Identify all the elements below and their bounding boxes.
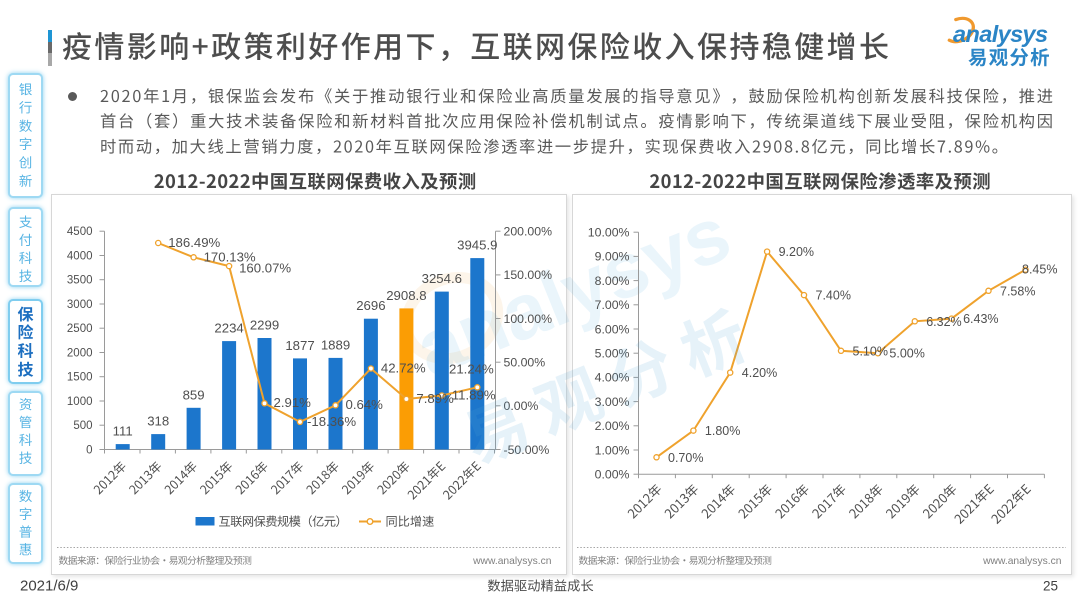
svg-text:3000: 3000 xyxy=(67,299,93,311)
svg-text:11.89%: 11.89% xyxy=(452,388,496,403)
svg-text:8.00%: 8.00% xyxy=(595,274,630,288)
svg-text:1.00%: 1.00% xyxy=(595,443,630,457)
svg-text:0.70%: 0.70% xyxy=(668,451,703,465)
svg-text:6.32%: 6.32% xyxy=(926,315,961,329)
svg-text:100.00%: 100.00% xyxy=(504,312,553,326)
svg-text:3.00%: 3.00% xyxy=(595,395,630,409)
svg-text:www.analysys.cn: www.analysys.cn xyxy=(472,556,552,567)
svg-text:1877: 1877 xyxy=(285,338,314,353)
svg-text:www.analysys.cn: www.analysys.cn xyxy=(982,556,1062,567)
svg-text:2000: 2000 xyxy=(67,348,93,360)
svg-text:4.20%: 4.20% xyxy=(742,366,777,380)
svg-text:318: 318 xyxy=(147,414,169,429)
svg-text:160.07%: 160.07% xyxy=(239,261,291,276)
svg-text:2234: 2234 xyxy=(214,321,243,336)
svg-text:3945.9: 3945.9 xyxy=(457,238,497,253)
svg-text:0: 0 xyxy=(86,445,92,457)
svg-text:0.00%: 0.00% xyxy=(504,399,539,413)
svg-text:500: 500 xyxy=(73,420,92,432)
svg-text:1889: 1889 xyxy=(321,337,350,352)
svg-text:0.64%: 0.64% xyxy=(346,397,384,412)
svg-text:150.00%: 150.00% xyxy=(504,268,553,282)
svg-text:200.00%: 200.00% xyxy=(504,225,553,239)
svg-text:7.00%: 7.00% xyxy=(595,298,630,312)
svg-text:2.00%: 2.00% xyxy=(595,419,630,433)
svg-text:8.45%: 8.45% xyxy=(1022,263,1057,277)
svg-text:9.00%: 9.00% xyxy=(595,250,630,264)
svg-text:7.58%: 7.58% xyxy=(1000,284,1035,298)
svg-text:0.00%: 0.00% xyxy=(595,468,630,482)
svg-text:3500: 3500 xyxy=(67,275,93,287)
svg-text:analysys: analysys xyxy=(953,21,1048,47)
svg-text:2500: 2500 xyxy=(67,323,93,335)
svg-text:21.24%: 21.24% xyxy=(449,362,494,377)
svg-text:1000: 1000 xyxy=(67,396,93,408)
svg-text:42.72%: 42.72% xyxy=(381,361,426,376)
svg-text:6.43%: 6.43% xyxy=(963,312,998,326)
svg-text:859: 859 xyxy=(183,387,205,402)
svg-text:2299: 2299 xyxy=(250,318,279,333)
svg-text:-18.36%: -18.36% xyxy=(307,414,356,429)
svg-text:50.00%: 50.00% xyxy=(504,356,546,370)
svg-text:5.10%: 5.10% xyxy=(853,344,888,358)
svg-text:4500: 4500 xyxy=(67,226,93,238)
svg-text:1.80%: 1.80% xyxy=(705,424,740,438)
svg-text:10.00%: 10.00% xyxy=(588,226,630,240)
svg-text:25: 25 xyxy=(1043,579,1058,594)
svg-text:2.91%: 2.91% xyxy=(274,395,312,410)
svg-text:7.89%: 7.89% xyxy=(416,391,454,406)
svg-text:7.40%: 7.40% xyxy=(816,289,851,303)
svg-text:186.49%: 186.49% xyxy=(168,235,220,250)
svg-text:6.00%: 6.00% xyxy=(595,322,630,336)
svg-text:3254.6: 3254.6 xyxy=(422,271,462,286)
svg-text:2696: 2696 xyxy=(356,298,385,313)
svg-text:170.13%: 170.13% xyxy=(204,250,256,265)
svg-text:9.20%: 9.20% xyxy=(779,245,814,259)
svg-text:4000: 4000 xyxy=(67,251,93,263)
svg-text:111: 111 xyxy=(113,424,133,439)
svg-text:2908.8: 2908.8 xyxy=(386,288,426,303)
svg-text:2021/6/9: 2021/6/9 xyxy=(20,578,78,595)
svg-text:5.00%: 5.00% xyxy=(889,347,924,361)
svg-text:1500: 1500 xyxy=(67,372,93,384)
